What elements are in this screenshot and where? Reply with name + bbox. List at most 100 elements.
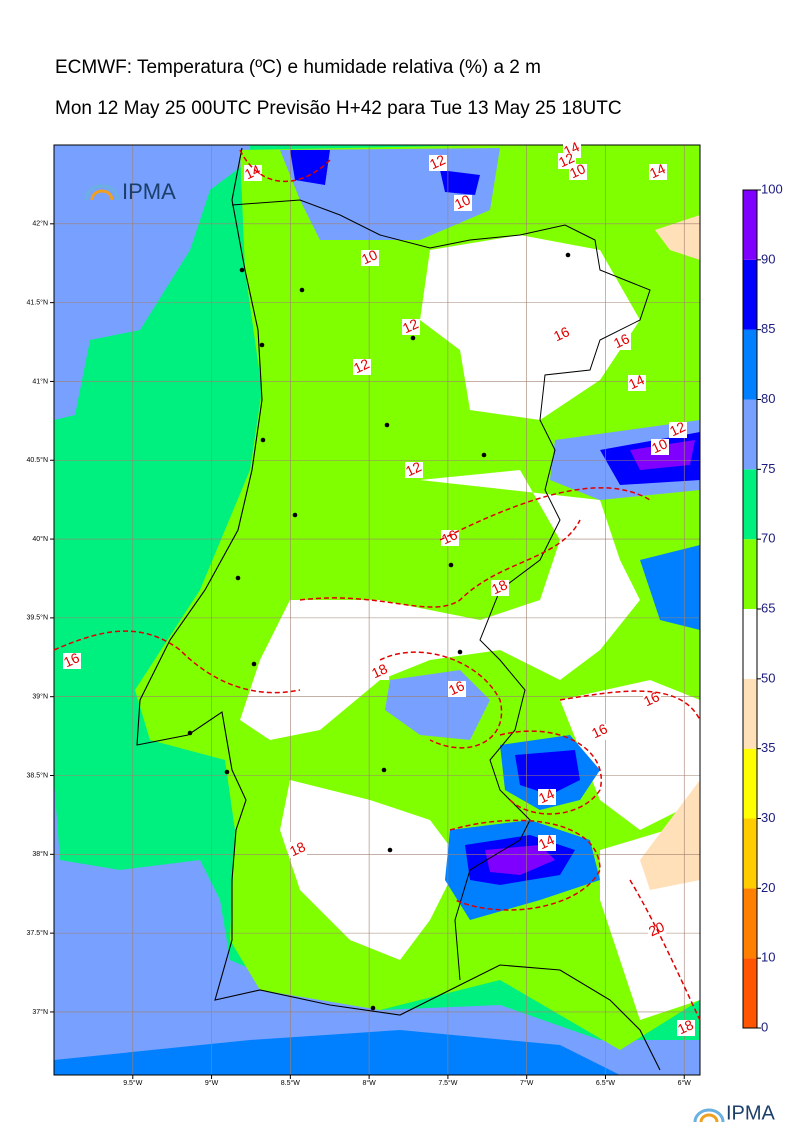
contour-label: 12 <box>667 418 688 439</box>
contour-label-bg <box>613 334 631 350</box>
contour-label: 16 <box>551 323 572 344</box>
logo-text: IPMA <box>122 179 176 204</box>
contour-label: 10 <box>452 191 473 212</box>
colorbar-label: 80 <box>761 391 775 406</box>
city <box>292 512 298 518</box>
colorbar-label: 70 <box>761 531 775 546</box>
field <box>640 780 700 890</box>
city <box>224 769 230 775</box>
field <box>290 150 480 195</box>
colorbar-band <box>743 958 757 1028</box>
colorbar-band <box>743 888 757 959</box>
contour-label-bg <box>429 155 447 171</box>
contour-label-bg <box>538 789 556 805</box>
colorbar-label: 65 <box>761 600 775 615</box>
y-tick-label: 37.5°N <box>27 929 48 937</box>
contour-label: 12 <box>427 151 448 172</box>
title: ECMWF: Temperatura (ºC) e humidade relat… <box>55 57 541 78</box>
contour-label-bg <box>405 462 423 478</box>
map-fields <box>54 145 700 1075</box>
colorbar-band <box>743 259 757 330</box>
contour-label-bg <box>361 250 379 266</box>
colorbar-label: 50 <box>761 670 775 685</box>
x-tick-label: 6.5°W <box>596 1079 616 1087</box>
contour-label-bg <box>448 681 466 697</box>
contour-label: 10 <box>359 246 380 267</box>
city <box>187 730 193 736</box>
field <box>240 470 640 740</box>
city <box>384 422 390 428</box>
contour-label-bg <box>569 164 587 180</box>
city <box>260 437 266 443</box>
logo-text: IPMA <box>726 1102 776 1124</box>
city <box>235 575 241 581</box>
colorbar-label: 35 <box>761 740 775 755</box>
field <box>54 780 700 1075</box>
contour-label: 14 <box>242 161 263 182</box>
contour-label: 16 <box>611 330 632 351</box>
contour-label: 20 <box>646 918 667 939</box>
contour-label: 10 <box>649 435 670 456</box>
coastline <box>136 147 661 1071</box>
colorbar-band <box>743 818 757 889</box>
contour-label: 16 <box>61 649 82 670</box>
isotherm <box>449 819 601 911</box>
city <box>299 287 305 293</box>
colorbar-band <box>743 399 757 470</box>
logo-arc <box>90 189 114 201</box>
isotherm <box>629 879 701 1021</box>
contour-label-bg <box>63 653 81 669</box>
contour-label: 18 <box>369 660 390 681</box>
contour-label-bg <box>649 164 667 180</box>
isotherm <box>299 519 581 608</box>
y-tick-label: 42°N <box>32 220 48 228</box>
y-tick-label: 39°N <box>32 693 48 701</box>
x-tick-label: 6°W <box>678 1079 692 1087</box>
city <box>481 452 487 458</box>
contour-label: 16 <box>439 526 460 547</box>
x-tick-label: 8.5°W <box>281 1079 301 1087</box>
colorbar-band <box>743 190 757 260</box>
x-tick-label: 9.5°W <box>123 1079 143 1087</box>
colorbar-label: 20 <box>761 880 775 895</box>
contour-label: 16 <box>589 720 610 741</box>
contour-label-bg <box>371 664 389 680</box>
colorbar-label: 10 <box>761 950 775 965</box>
contour-label: 14 <box>626 371 647 392</box>
logo-arc <box>84 184 120 201</box>
colorbar-label: 0 <box>761 1019 768 1034</box>
logo-arc <box>693 1108 725 1123</box>
field <box>515 750 580 795</box>
contour-label-bg <box>353 359 371 375</box>
contour-label: 18 <box>489 576 510 597</box>
contour-label: 18 <box>287 838 308 859</box>
contour-label: 12 <box>403 458 424 479</box>
logo-arc <box>699 1113 719 1123</box>
contour-label: 14 <box>647 160 668 181</box>
cities <box>187 252 571 1011</box>
contour-label-bg <box>677 1020 695 1036</box>
y-tick-label: 41°N <box>32 377 48 385</box>
colorbar-label: 75 <box>761 461 775 476</box>
contour-label-bg <box>289 842 307 858</box>
contour-label: 16 <box>446 677 467 698</box>
contour-label: 14 <box>536 785 557 806</box>
isotherm <box>53 630 301 694</box>
field <box>420 235 640 420</box>
city <box>259 342 265 348</box>
x-tick-label: 9°W <box>205 1079 219 1087</box>
field <box>54 145 250 420</box>
contour-label-bg <box>454 195 472 211</box>
isotherm <box>439 487 651 541</box>
y-tick-label: 40.5°N <box>27 456 48 464</box>
field <box>640 545 700 630</box>
colorbar-band <box>743 609 757 679</box>
map-frame <box>53 144 701 1076</box>
colorbar-band <box>743 748 757 819</box>
city <box>370 1005 376 1011</box>
contour-label: 14 <box>536 831 557 852</box>
x-tick-label: 7°W <box>520 1079 534 1087</box>
colorbar-label: 30 <box>761 810 775 825</box>
contour-label-bg <box>553 327 571 343</box>
contour-label-bg <box>402 319 420 335</box>
